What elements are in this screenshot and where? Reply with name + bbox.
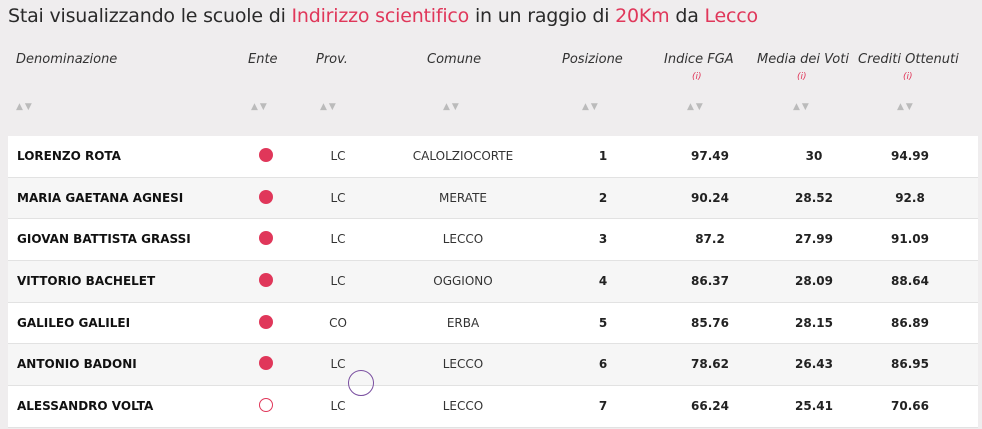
- title-raggio: 20Km: [615, 5, 670, 27]
- info-media-icon[interactable]: (i): [797, 72, 807, 82]
- school-name: ALESSANDRO VOLTA: [17, 399, 154, 414]
- table-row[interactable]: LORENZO ROTA LC CALOLZIOCORTE 1 97.49 30 94.99: [8, 136, 978, 178]
- school-posizione: 1: [598, 149, 608, 163]
- title-prefix: Stai visualizzando le scuole di: [8, 5, 292, 27]
- school-comune: OGGIONO: [433, 274, 493, 289]
- school-media: 28.52: [795, 190, 833, 205]
- sort-ente-icon[interactable]: ▲▼: [251, 102, 269, 112]
- school-prov: LC: [330, 399, 346, 414]
- school-name: VITTORIO BACHELET: [17, 274, 156, 289]
- school-crediti: 70.66: [891, 399, 929, 414]
- table-row[interactable]: GALILEO GALILEI CO ERBA 5 85.76 28.15 86.89: [8, 302, 978, 345]
- ente-public-dot-icon: [259, 273, 273, 288]
- ente-public-dot-icon: [259, 189, 273, 204]
- title-middle: in un raggio di: [469, 5, 616, 27]
- title-indirizzo: Indirizzo scientifico: [291, 5, 470, 27]
- school-posizione: 6: [598, 357, 608, 372]
- table-header: Denominazione ▲▼ Ente ▲▼ Prov. ▲▼ Comune…: [0, 52, 982, 112]
- school-fga: 66.24: [691, 399, 729, 414]
- ente-public-dot-icon: [259, 148, 273, 162]
- school-crediti: 92.8: [895, 190, 925, 205]
- table-row[interactable]: ANTONIO BADONI LC LECCO 6 78.62 26.43 86.95: [8, 344, 978, 387]
- school-name: ANTONIO BADONI: [17, 357, 137, 372]
- school-prov: LC: [330, 149, 346, 163]
- title-citta: Lecco: [704, 5, 758, 27]
- school-media: 28.09: [795, 274, 833, 289]
- info-crediti-icon[interactable]: (i): [903, 72, 913, 82]
- sort-denominazione-icon[interactable]: ▲▼: [16, 102, 34, 112]
- page-title: Stai visualizzando le scuole di Indirizz…: [8, 5, 758, 27]
- school-fga: 85.76: [691, 315, 729, 330]
- school-posizione: 7: [598, 399, 608, 414]
- info-fga-icon[interactable]: (i): [692, 72, 702, 82]
- table-row[interactable]: MARIA GAETANA AGNESI LC MERATE 2 90.24 28.52 9…: [8, 177, 978, 220]
- header-posizione: Posizione: [562, 52, 623, 67]
- school-name: GALILEO GALILEI: [17, 315, 131, 330]
- school-media: 26.43: [795, 357, 833, 372]
- header-prov: Prov.: [316, 52, 348, 67]
- title-da: da: [669, 5, 705, 27]
- header-fga: Indice FGA: [664, 52, 734, 67]
- school-comune: LECCO: [442, 232, 484, 247]
- sort-fga-icon[interactable]: ▲▼: [687, 102, 705, 112]
- sort-posizione-icon[interactable]: ▲▼: [582, 102, 600, 112]
- table-row[interactable]: VITTORIO BACHELET LC OGGIONO 4 86.37 28.09 88.…: [8, 261, 978, 303]
- header-crediti: Crediti Ottenuti: [858, 52, 959, 67]
- sort-media-icon[interactable]: ▲▼: [793, 102, 811, 112]
- cursor-ring: [348, 370, 374, 396]
- school-fga: 87.2: [695, 232, 725, 247]
- school-prov: LC: [330, 274, 346, 289]
- ente-public-dot-icon: [259, 231, 273, 246]
- school-comune: MERATE: [439, 190, 487, 205]
- ente-private-dot-icon: [259, 398, 273, 413]
- school-posizione: 3: [598, 232, 608, 247]
- school-name: GIOVAN BATTISTA GRASSI: [17, 232, 191, 247]
- school-media: 28.15: [795, 315, 833, 330]
- school-prov: LC: [330, 357, 346, 372]
- school-crediti: 88.64: [891, 274, 929, 289]
- school-fga: 78.62: [691, 357, 729, 372]
- header-media: Media dei Voti: [757, 52, 849, 67]
- school-comune: LECCO: [442, 399, 484, 414]
- school-crediti: 91.09: [891, 232, 929, 247]
- school-posizione: 5: [598, 315, 608, 330]
- school-prov: LC: [330, 232, 346, 247]
- school-posizione: 2: [598, 190, 608, 205]
- school-posizione: 4: [598, 274, 608, 289]
- ente-public-dot-icon: [259, 314, 273, 329]
- sort-prov-icon[interactable]: ▲▼: [320, 102, 338, 112]
- school-prov: CO: [329, 315, 347, 330]
- school-media: 30: [805, 149, 823, 163]
- school-media: 27.99: [795, 232, 833, 247]
- header-ente: Ente: [248, 52, 278, 67]
- school-fga: 86.37: [691, 274, 729, 289]
- sort-comune-icon[interactable]: ▲▼: [443, 102, 461, 112]
- school-comune: LECCO: [442, 357, 484, 372]
- schools-table: LORENZO ROTA LC CALOLZIOCORTE 1 97.49 30 94.99…: [8, 136, 978, 428]
- school-crediti: 86.89: [891, 315, 929, 330]
- header-denominazione: Denominazione: [16, 52, 118, 67]
- table-row[interactable]: ALESSANDRO VOLTA LC LECCO 7 66.24 25.41 70.66: [8, 386, 978, 428]
- school-comune: CALOLZIOCORTE: [412, 149, 514, 163]
- school-comune: ERBA: [446, 315, 480, 330]
- school-crediti: 86.95: [891, 357, 929, 372]
- school-name: MARIA GAETANA AGNESI: [17, 190, 184, 205]
- sort-crediti-icon[interactable]: ▲▼: [897, 102, 915, 112]
- school-name: LORENZO ROTA: [17, 149, 121, 163]
- header-comune: Comune: [427, 52, 482, 67]
- school-prov: LC: [330, 190, 346, 205]
- school-fga: 97.49: [691, 149, 729, 163]
- school-media: 25.41: [795, 399, 833, 414]
- school-fga: 90.24: [691, 190, 729, 205]
- table-row[interactable]: GIOVAN BATTISTA GRASSI LC LECCO 3 87.2 27.99 9…: [8, 219, 978, 262]
- school-crediti: 94.99: [891, 149, 929, 163]
- ente-public-dot-icon: [259, 356, 273, 371]
